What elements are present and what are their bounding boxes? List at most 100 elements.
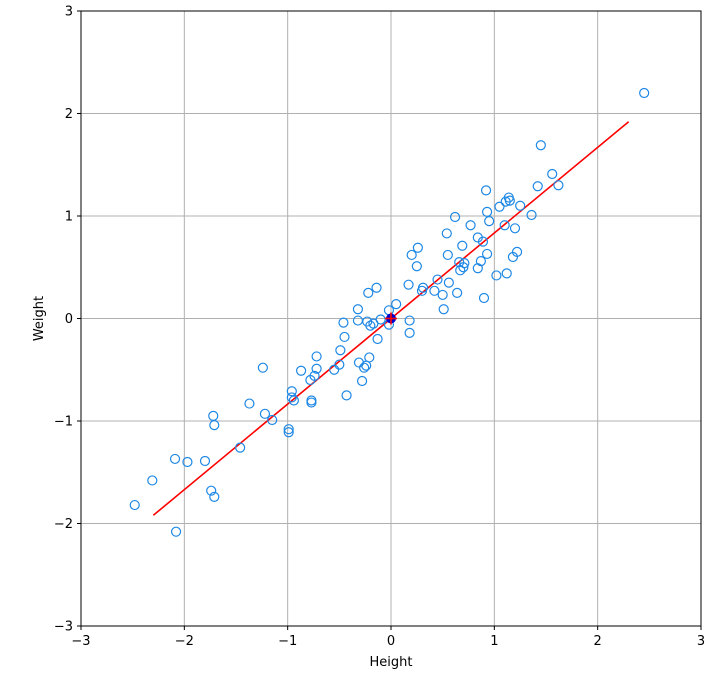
mean-marker xyxy=(385,312,397,325)
y-tick-label: 3 xyxy=(65,5,73,20)
data-point xyxy=(472,263,483,274)
data-point xyxy=(283,424,294,435)
data-point xyxy=(235,442,246,453)
data-point xyxy=(443,277,454,288)
x-tick-label: 2 xyxy=(594,634,602,649)
data-point xyxy=(372,333,383,345)
data-point xyxy=(438,304,449,315)
data-point xyxy=(432,274,443,285)
data-point xyxy=(147,475,158,486)
data-point xyxy=(412,242,423,253)
data-point xyxy=(491,270,502,281)
data-point xyxy=(403,279,414,290)
y-tick-label: −3 xyxy=(54,620,73,635)
data-point xyxy=(338,317,349,328)
data-point xyxy=(547,168,558,180)
data-point xyxy=(267,414,278,426)
data-point xyxy=(457,240,468,251)
data-point xyxy=(452,287,463,298)
x-axis-label: Height xyxy=(370,655,413,670)
data-point xyxy=(449,211,461,223)
data-point xyxy=(459,258,470,269)
data-point xyxy=(341,390,352,401)
data-point xyxy=(209,420,220,431)
data-point xyxy=(458,262,469,273)
x-tick-label: 0 xyxy=(387,634,395,649)
data-point xyxy=(339,331,350,343)
data-point xyxy=(417,282,429,293)
data-point xyxy=(406,249,417,261)
data-point xyxy=(286,392,297,403)
data-point xyxy=(480,185,492,196)
data-point xyxy=(182,456,193,468)
data-point xyxy=(170,526,182,537)
data-point xyxy=(288,395,299,406)
data-point xyxy=(364,352,375,363)
x-tick-label: 1 xyxy=(490,634,498,649)
data-point xyxy=(352,315,364,326)
data-point xyxy=(404,315,415,326)
y-tick-label: −1 xyxy=(54,415,73,430)
data-points xyxy=(129,87,650,537)
data-point xyxy=(209,491,220,502)
data-point xyxy=(359,362,370,373)
data-point xyxy=(306,395,317,406)
data-point xyxy=(639,87,650,99)
data-point xyxy=(391,299,402,310)
data-point xyxy=(371,282,382,293)
y-tick-label: 0 xyxy=(65,312,73,327)
data-point xyxy=(442,249,453,261)
data-point xyxy=(356,375,368,387)
data-point xyxy=(437,289,448,301)
data-point xyxy=(296,365,307,376)
data-point xyxy=(509,223,521,234)
data-point xyxy=(499,220,510,231)
data-point xyxy=(206,485,217,496)
data-point xyxy=(257,362,268,373)
data-point xyxy=(501,268,512,279)
data-point xyxy=(484,216,495,227)
data-point xyxy=(286,386,297,397)
data-point xyxy=(169,453,181,465)
data-point xyxy=(465,220,476,231)
data-point xyxy=(475,256,486,267)
data-point xyxy=(309,370,320,381)
data-point xyxy=(353,357,365,368)
data-point xyxy=(535,140,546,151)
y-axis-label: Weight xyxy=(32,296,47,341)
data-point xyxy=(478,292,490,304)
data-point xyxy=(411,261,422,272)
data-point xyxy=(311,351,322,362)
data-point xyxy=(511,246,523,257)
data-point xyxy=(259,408,271,419)
data-point xyxy=(363,287,374,298)
data-point xyxy=(335,345,346,356)
data-point xyxy=(553,180,564,191)
x-tick-label: 3 xyxy=(697,634,705,649)
data-point xyxy=(526,209,537,221)
data-point xyxy=(494,201,505,212)
data-point xyxy=(329,364,340,375)
data-point xyxy=(244,398,255,409)
data-point xyxy=(283,427,294,438)
x-axis-ticks: −3 −2 −1 0 1 2 3 xyxy=(71,626,705,649)
data-point xyxy=(306,397,317,408)
y-tick-label: 1 xyxy=(65,210,73,225)
data-point xyxy=(334,359,345,370)
y-axis-ticks: −3 −2 −1 0 1 2 3 xyxy=(54,5,81,635)
x-tick-label: −2 xyxy=(175,634,194,649)
data-point xyxy=(404,327,415,338)
data-point xyxy=(429,285,440,296)
data-point xyxy=(352,304,364,315)
data-point xyxy=(477,236,489,247)
data-point xyxy=(129,499,140,511)
data-point xyxy=(208,410,219,421)
y-tick-label: −2 xyxy=(54,517,73,532)
x-tick-label: −1 xyxy=(278,634,297,649)
data-point xyxy=(375,314,386,325)
data-point xyxy=(199,455,211,467)
x-tick-label: −3 xyxy=(71,634,90,649)
data-point xyxy=(311,363,322,374)
data-point xyxy=(504,195,515,206)
